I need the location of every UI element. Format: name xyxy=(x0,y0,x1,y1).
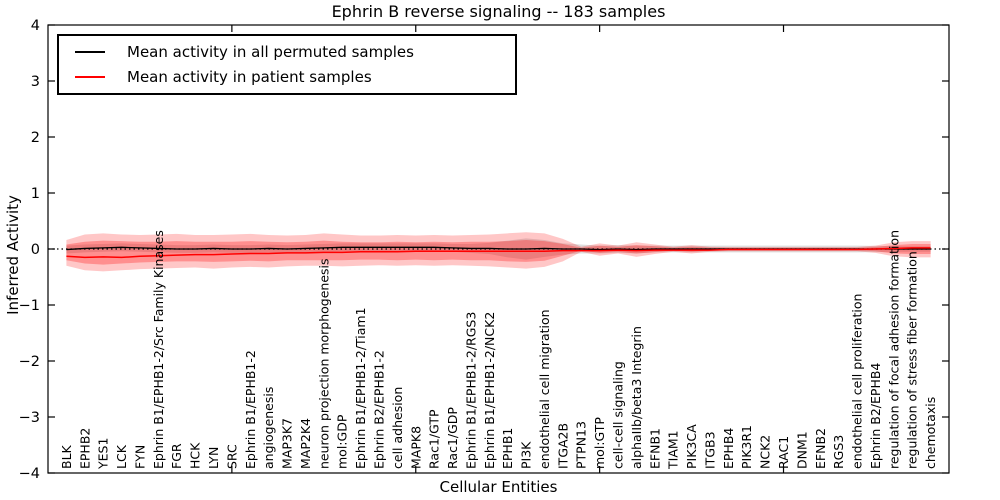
y-tick-label: 2 xyxy=(31,130,40,146)
x-category-label: SRC xyxy=(224,444,239,469)
y-tick-label: −2 xyxy=(19,354,40,370)
patient-band-inner xyxy=(66,240,931,265)
x-category-label: regulation of focal adhesion formation xyxy=(886,230,901,469)
y-tick-label: 1 xyxy=(31,186,40,202)
x-category-label: Ephrin B1/EPHB1-2/NCK2 xyxy=(482,312,497,469)
x-category-label: ITGA2B xyxy=(555,423,570,469)
legend-line-swatch-patient xyxy=(75,75,105,78)
x-category-label: EFNB1 xyxy=(647,428,662,469)
x-category-label: neuron projection morphogenesis xyxy=(316,258,331,469)
x-category-label: Ephrin B1/EPHB1-2/Tiam1 xyxy=(353,307,368,469)
x-category-label: LCK xyxy=(114,444,129,469)
legend-item: Mean activity in patient samples xyxy=(75,68,515,86)
x-category-label: Ephrin B1/EPHB1-2 xyxy=(243,350,258,469)
x-category-label: NCK2 xyxy=(758,435,773,469)
x-axis-label: Cellular Entities xyxy=(439,478,558,496)
x-category-label: BLK xyxy=(59,444,74,469)
x-category-label: EFNB2 xyxy=(813,428,828,469)
y-tick-label: 0 xyxy=(31,242,40,258)
x-category-label: mol:GTP xyxy=(592,417,607,469)
y-axis-label: Inferred Activity xyxy=(4,195,22,315)
x-category-label: Ephrin B2/EPHB1-2 xyxy=(371,350,386,469)
x-category-label: Rac1/GTP xyxy=(427,409,442,469)
x-category-label: regulation of stress fiber formation xyxy=(905,251,920,469)
x-category-label: PI3K xyxy=(519,441,534,469)
x-category-label: MAP3K7 xyxy=(280,418,295,469)
x-category-label: endothelial cell migration xyxy=(537,309,552,469)
x-category-label: Ephrin B2/EPHB4 xyxy=(868,363,883,469)
x-category-label: mol:GDP xyxy=(335,414,350,469)
x-category-label: RGS3 xyxy=(831,435,846,469)
x-category-label: EPHB4 xyxy=(721,428,736,469)
patient-mean-line xyxy=(66,247,931,259)
x-category-label: HCK xyxy=(188,442,203,469)
legend-item-label: Mean activity in patient samples xyxy=(127,67,372,86)
y-tick-label: 4 xyxy=(31,18,40,34)
x-category-label: MAPK8 xyxy=(408,426,423,469)
x-category-label: chemotaxis xyxy=(923,397,938,469)
x-category-label: RAC1 xyxy=(776,436,791,469)
x-category-label: Rac1/GDP xyxy=(445,407,460,469)
y-tick-label: −3 xyxy=(19,410,40,426)
legend: Mean activity in all permuted samples Me… xyxy=(57,34,517,95)
x-category-label: angiogenesis xyxy=(261,387,276,469)
y-tick-label: −4 xyxy=(19,466,40,482)
x-category-label: LYN xyxy=(206,447,221,469)
y-tick-label: −1 xyxy=(19,298,40,314)
x-category-label: FYN xyxy=(132,445,147,469)
figure-title: Ephrin B reverse signaling -- 183 sample… xyxy=(331,2,666,21)
x-category-label: MAP2K4 xyxy=(298,418,313,469)
x-category-label: cell adhesion xyxy=(390,387,405,469)
x-category-label: EPHB2 xyxy=(77,428,92,469)
x-category-label: ITGB3 xyxy=(702,431,717,469)
legend-item-label: Mean activity in all permuted samples xyxy=(127,43,414,62)
x-category-label: Ephrin B1/EPHB1-2/RGS3 xyxy=(463,312,478,469)
x-category-label: FGR xyxy=(169,443,184,469)
x-category-label: endothelial cell proliferation xyxy=(850,294,865,469)
x-category-label: cell-cell signaling xyxy=(611,361,626,469)
x-category-label: PTPN13 xyxy=(574,421,589,469)
x-category-label: EPHB1 xyxy=(500,428,515,469)
x-category-label: TIAM1 xyxy=(666,430,681,470)
y-tick-label: 3 xyxy=(31,74,40,90)
x-category-label: PIK3R1 xyxy=(739,425,754,469)
x-category-label: PIK3CA xyxy=(684,424,699,469)
legend-item: Mean activity in all permuted samples xyxy=(75,43,515,61)
legend-line-swatch-permuted xyxy=(75,51,105,54)
x-category-label: alphaIIb/beta3 Integrin xyxy=(629,326,644,469)
x-category-label: Ephrin B1/EPHB1-2/Src Family Kinases xyxy=(151,230,166,469)
x-category-label: YES1 xyxy=(96,438,111,470)
x-category-label: DNM1 xyxy=(794,431,809,469)
